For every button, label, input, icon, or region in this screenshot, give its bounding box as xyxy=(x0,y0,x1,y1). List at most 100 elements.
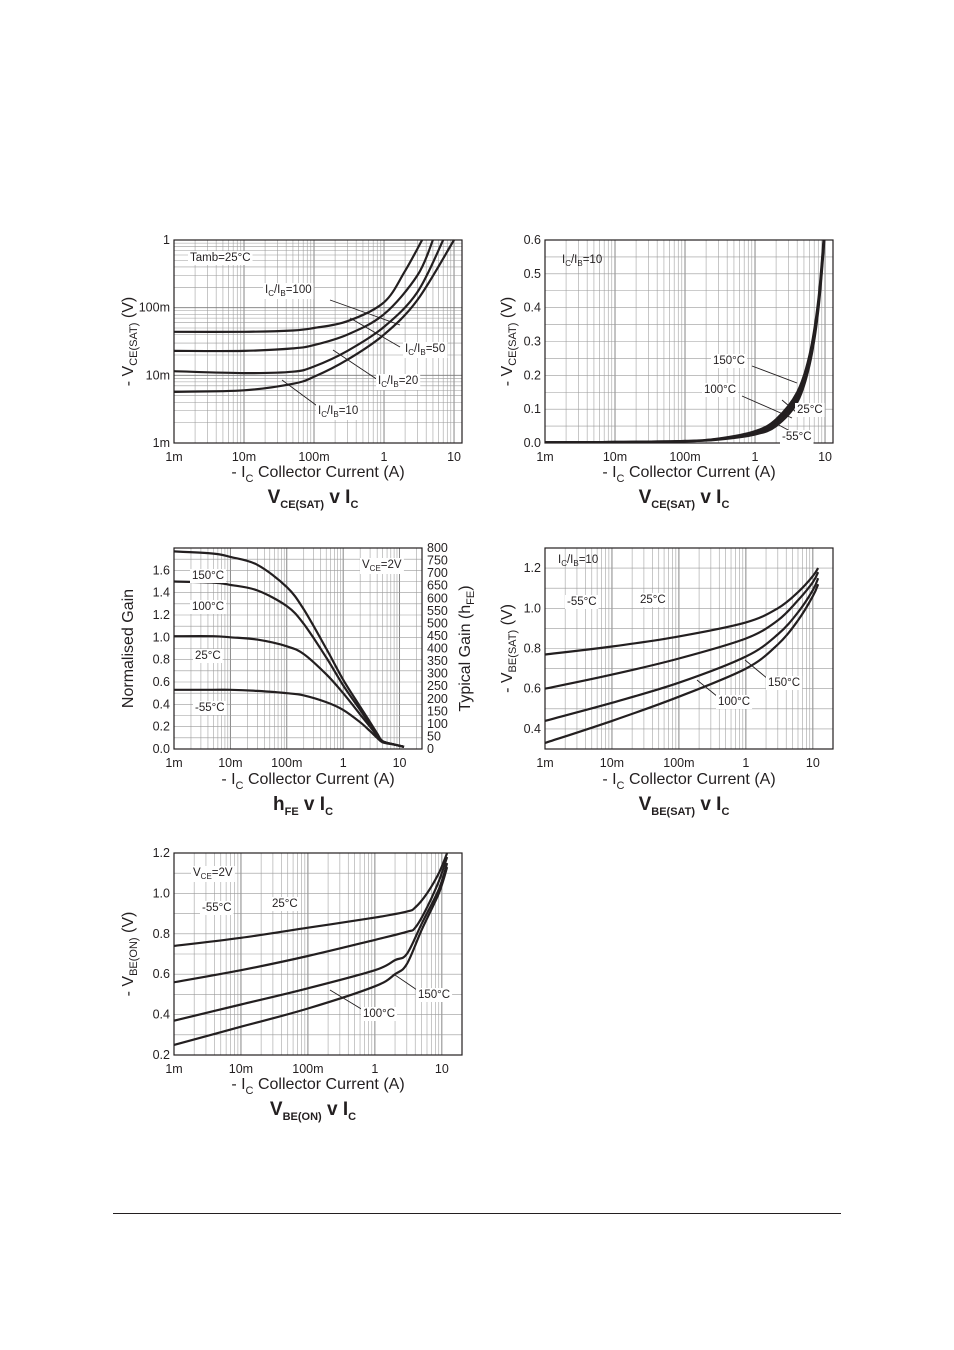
x-tick-label: 10m xyxy=(218,756,242,770)
grid xyxy=(173,547,422,750)
annotations: VCE=2V 150°C 100°C 25°C -55°C xyxy=(190,558,404,715)
x-axis-label: - IC Collector Current (A) xyxy=(231,464,404,485)
annotation-bg xyxy=(193,701,227,715)
x-tick-label: 1 xyxy=(742,756,749,770)
x-tick-label: 10m xyxy=(229,1062,253,1076)
annotation-bg xyxy=(361,1007,398,1021)
y-tick-label: 0.2 xyxy=(153,1048,170,1062)
annotation-label: 25°C xyxy=(797,404,823,416)
x-tick-label: 10 xyxy=(435,1062,449,1076)
y2-tick-label: 400 xyxy=(427,642,448,656)
y-tick-label: 0.4 xyxy=(524,301,541,315)
annotation-label: 25°C xyxy=(195,650,221,662)
plot-frame xyxy=(173,239,463,444)
annotation-bg xyxy=(376,374,421,390)
annotation-leader xyxy=(774,422,791,432)
annotation-label: IC/IB=10 xyxy=(318,405,358,419)
annotation-bg xyxy=(190,600,227,614)
annotation-leader xyxy=(332,349,379,381)
annotation-bg xyxy=(565,595,599,609)
series-line xyxy=(173,852,449,947)
x-tick-label: 10m xyxy=(603,450,627,464)
annotation-leader xyxy=(329,299,401,326)
annotation-label: 25°C xyxy=(640,594,666,606)
y-tick-label: 0.8 xyxy=(153,653,170,667)
x-tick-label: 100m xyxy=(298,450,329,464)
annotation-bg xyxy=(638,593,668,607)
y-tick-label: 0.4 xyxy=(153,697,170,711)
chart-title: hFE v IC xyxy=(273,794,333,818)
y2-tick-label: 650 xyxy=(427,579,448,593)
y-tick-label: 10m xyxy=(146,368,170,382)
y-tick-label: 100m xyxy=(139,301,170,315)
annotation-label: VCE=2V xyxy=(362,559,402,573)
plot-frame xyxy=(173,547,423,750)
plot-frame xyxy=(544,239,834,444)
series-group xyxy=(544,239,826,444)
annotation-label: 100°C xyxy=(718,696,750,708)
annotation-label: IC/IB=50 xyxy=(405,343,445,357)
annotation-label: 150°C xyxy=(418,989,450,1001)
chart-4: 1m 10m 100m 1 10 0.4 0.6 0.8 1.0 1.2 - VBE(SAT) (V… xyxy=(499,547,834,818)
x-tick-label: 1 xyxy=(752,450,759,464)
annotation-leader xyxy=(329,989,364,1011)
x-tick-label: 100m xyxy=(271,756,302,770)
y-axis-label: - VCE(SAT) (V) xyxy=(120,297,140,386)
annotation-leader xyxy=(394,974,421,993)
y-tick-label: 0.8 xyxy=(524,642,541,656)
series-line xyxy=(173,856,449,984)
annotation-leader xyxy=(744,659,769,680)
annotations: Tamb=25°C IC/IB=100 IC/IB=50 IC/IB=20 IC/IB=… xyxy=(188,251,448,420)
y2-tick-label: 500 xyxy=(427,616,448,630)
y-axis-label: - VCE(SAT) (V) xyxy=(499,297,519,386)
annotation-label: -55°C xyxy=(202,902,232,914)
series-line xyxy=(173,239,445,375)
annotation-bg xyxy=(711,354,748,368)
annotation-bg xyxy=(200,901,234,915)
annotation-label: Tamb=25°C xyxy=(190,252,251,264)
series-line xyxy=(544,583,820,745)
annotation-label: 100°C xyxy=(704,384,736,396)
annotation-bg xyxy=(193,649,223,663)
annotation-label: VCE=2V xyxy=(193,867,233,881)
x-tick-label: 100m xyxy=(292,1062,323,1076)
y2-tick-label: 800 xyxy=(427,541,448,555)
plot-frame xyxy=(544,547,834,750)
y2-tick-label: 200 xyxy=(427,692,448,706)
annotation-bg xyxy=(403,342,448,358)
annotation-label: 100°C xyxy=(192,601,224,613)
x-tick-label: 100m xyxy=(663,756,694,770)
y-tick-label: 0.2 xyxy=(153,720,170,734)
annotation-leader xyxy=(349,317,401,348)
chart-2: 1m 10m 100m 1 10 0.0 0.1 0.2 0.3 0.4 0.5 0.6 - VCE(S… xyxy=(499,233,834,511)
annotation-label: 150°C xyxy=(713,355,745,367)
y-tick-label: 1.2 xyxy=(524,561,541,575)
x-tick-label: 10 xyxy=(806,756,820,770)
annotation-leader xyxy=(696,679,719,698)
x-axis-label: - IC Collector Current (A) xyxy=(221,771,394,792)
series-group xyxy=(173,550,405,748)
chart-3: 1m 10m 100m 1 10 0.0 0.2 0.4 0.6 0.8 1.0 1.2 1.4 1.6 0… xyxy=(120,541,477,818)
y-tick-label: 0.4 xyxy=(153,1008,170,1022)
annotations: IC/IB=10 150°C 100°C 25°C -55°C xyxy=(562,254,825,444)
y2-tick-label: 300 xyxy=(427,667,448,681)
y-tick-label: 1.6 xyxy=(153,563,170,577)
footer-rule xyxy=(113,1213,841,1214)
annotation-label: -55°C xyxy=(195,702,225,714)
y-tick-label: 0.0 xyxy=(153,742,170,756)
series-line xyxy=(173,866,449,1046)
chart-title: VCE(SAT) v IC xyxy=(268,487,359,511)
annotation-bg xyxy=(263,283,314,299)
y-tick-label: 0.6 xyxy=(153,967,170,981)
chart-title: VBE(SAT) v IC xyxy=(639,794,730,818)
y2-tick-label: 50 xyxy=(427,729,441,743)
x-tick-label: 10m xyxy=(232,450,256,464)
x-tick-label: 10m xyxy=(600,756,624,770)
annotation-leader xyxy=(281,379,321,409)
y-tick-label: 0.5 xyxy=(524,267,541,281)
annotation-label: -55°C xyxy=(567,596,597,608)
series-line xyxy=(173,862,449,1022)
y2-tick-label: 600 xyxy=(427,591,448,605)
y-tick-label: 1.0 xyxy=(524,601,541,615)
